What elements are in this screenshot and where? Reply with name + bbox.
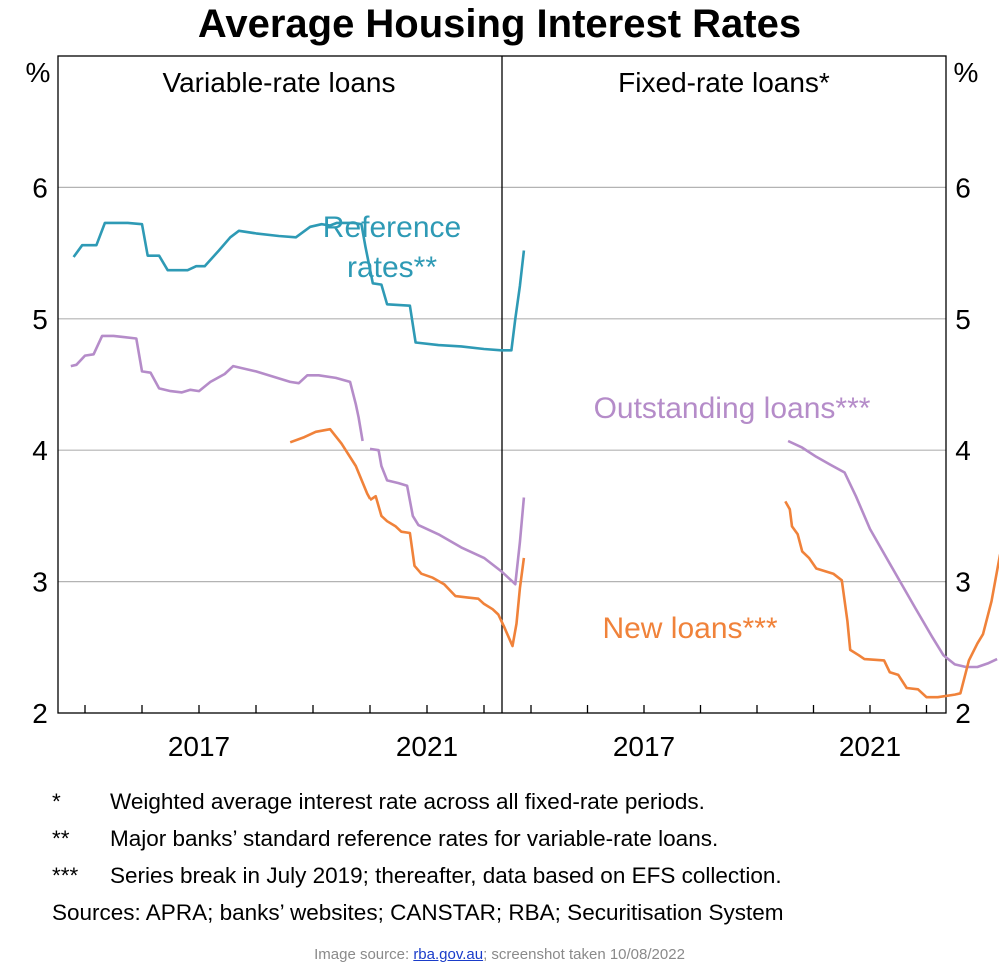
x-tick-label: 2017 <box>613 731 675 762</box>
image-source-link[interactable]: rba.gov.au <box>413 946 484 963</box>
panel-title: Fixed-rate loans* <box>618 67 830 98</box>
image-source: Image source: rba.gov.au; screenshot tak… <box>0 946 999 963</box>
footnote-text: Weighted average interest rate across al… <box>110 789 705 814</box>
footnote-mark: ** <box>52 826 70 851</box>
chart-plot: 2 2 3 3 4 4 5 5 6 6% % 2017 2021 Variable-rate loans 2… <box>26 55 999 762</box>
chart-title: Average Housing Interest Rates <box>197 2 802 46</box>
series-line <box>369 494 526 648</box>
footnote-mark: * <box>52 789 61 814</box>
footnote-3: *** Series break in July 2019; thereafter… <box>52 857 784 894</box>
series-line <box>289 427 372 500</box>
series-line <box>72 221 526 352</box>
footnote-1: * Weighted average interest rate across a… <box>52 783 784 820</box>
y-tick-label-right: 3 <box>955 567 971 598</box>
y-tick-label-right: 2 <box>955 698 971 729</box>
series-line <box>70 334 364 442</box>
y-tick-label-right: 5 <box>955 304 971 335</box>
footnote-mark: *** <box>52 863 79 888</box>
y-tick-label-right: 4 <box>955 435 971 466</box>
y-tick-label-right: 6 <box>955 172 971 203</box>
series-label: Outstanding loans*** <box>594 392 871 425</box>
series-line <box>369 447 526 586</box>
y-tick-label-left: 4 <box>32 435 48 466</box>
series-line <box>784 500 999 699</box>
series-line <box>787 439 998 669</box>
x-tick-label: 2021 <box>396 731 458 762</box>
image-source-prefix: Image source: <box>314 946 414 963</box>
x-tick-label: 2021 <box>839 731 901 762</box>
image-source-suffix: ; screenshot taken 10/08/2022 <box>483 946 685 963</box>
panel-title: Variable-rate loans <box>163 67 396 98</box>
footnote-2: ** Major banks’ standard reference rates … <box>52 820 784 857</box>
y-unit-left: % <box>26 57 51 88</box>
series-label: Reference <box>323 211 461 244</box>
series-label: rates** <box>347 251 437 284</box>
y-tick-label-left: 3 <box>32 567 48 598</box>
y-unit-right: % <box>954 57 979 88</box>
sources-line: Sources: APRA; banks’ websites; CANSTAR;… <box>52 900 784 925</box>
series-label: New loans*** <box>602 612 777 645</box>
y-tick-label-left: 5 <box>32 304 48 335</box>
footnote-text: Series break in July 2019; thereafter, d… <box>110 863 782 888</box>
footnotes: * Weighted average interest rate across a… <box>52 783 784 931</box>
y-tick-label-left: 6 <box>32 172 48 203</box>
x-tick-label: 2017 <box>168 731 230 762</box>
y-tick-label-left: 2 <box>32 698 48 729</box>
footnote-text: Major banks’ standard reference rates fo… <box>110 826 719 851</box>
